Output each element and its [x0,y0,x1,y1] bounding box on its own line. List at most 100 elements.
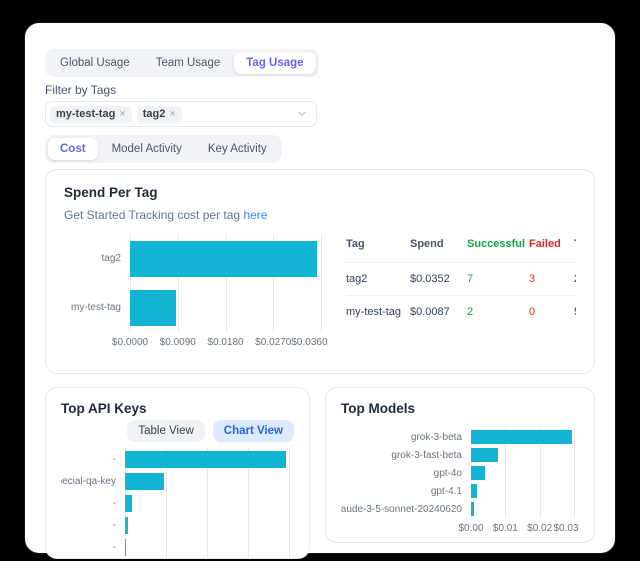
top-models-title: Top Models [341,401,415,416]
plot [130,234,326,332]
subtitle-text: Get Started Tracking cost per tag [64,208,241,222]
remove-tag-icon[interactable]: × [169,107,176,120]
tag-filter-select[interactable]: my-test-tag × tag2 × [45,101,317,127]
category-label: tag2 [101,253,121,264]
y-axis-labels: - pecial-qa-key - - - [61,448,125,558]
table-cell: 7 [467,273,474,285]
column-header-spend: Spend [410,238,444,250]
tag-pill-tag2: tag2 × [136,105,182,123]
category-label: gpt-4.1 [430,485,462,497]
bar-my-test-tag [130,289,177,326]
x-axis: $0.00 $0.01 $0.02 $0.03 [458,518,579,534]
bar-item-2 [125,494,133,512]
table-cell: 0 [529,306,536,318]
x-axis: $0.0000 $0.0090 $0.0180 $0.0270 $0.0360 [112,332,328,348]
x-axis-tick: $0.0270 [255,337,292,348]
x-axis-tick: $0.03 [553,523,579,534]
tab-team-usage[interactable]: Team Usage [155,57,221,69]
chevron-down-icon [298,111,306,117]
here-link[interactable]: here [243,208,268,222]
x-axis-tick: $0.0180 [207,337,244,348]
bar-gpt-4o [471,466,485,480]
plot-area: $0.0000 $0.0090 $0.0180 $0.0270 $0.0360 [112,234,328,348]
bar-row [471,464,579,482]
spend-table-body: tag2 $0.0352 7 3 2,939 my-test-tag $0.0087 2 0 51… [346,262,576,328]
tab-key-activity[interactable]: Key Activity [207,143,267,155]
category-label: - [112,497,116,509]
plot-area: $0.00 $0.01 $0.02 $0.03 [458,428,579,534]
gridline [177,234,179,332]
bar-pecial-qa-key [125,472,165,490]
table-row: my-test-tag $0.0087 2 0 518 [346,295,576,328]
spend-per-tag-chart: tag2 my-test-tag $0.0000 $0.0090 $0.0180 $0.… [64,234,328,348]
category-label: - [112,453,116,465]
bar-item-3 [125,516,129,534]
gridline [207,448,208,558]
x-axis-tick: $0.0000 [111,337,149,348]
gridline [225,234,227,332]
top-api-keys-title: Top API Keys [61,401,147,416]
category-label: - [112,541,116,553]
y-axis-labels: tag2 my-test-tag [64,234,130,348]
spend-card-subtitle: Get Started Tracking cost per tag here [64,208,576,222]
tag-pill-label: tag2 [142,107,166,120]
gridline [321,234,322,332]
x-axis-tick: $0.0360 [291,337,328,348]
bar-item-0 [125,450,286,468]
tab-model-activity[interactable]: Model Activity [111,143,182,155]
bar-row [471,482,579,500]
column-header-tag: Tag [346,238,365,250]
top-api-keys-card: Top API Keys Table View Chart View - pecia… [45,387,310,559]
table-cell: tag2 [346,273,368,285]
table-cell: my-test-tag [346,306,402,318]
category-label: grok-3-beta [410,431,462,443]
bar-grok-3-fast-beta [471,448,499,462]
tab-tag-usage[interactable]: Tag Usage [234,52,316,74]
bar-claude-3-5-sonnet-20240620 [471,502,474,516]
x-axis-tick: $0.0090 [159,337,196,348]
remove-tag-icon[interactable]: × [119,107,126,120]
tag-pill-my-test-tag: my-test-tag × [50,105,132,123]
category-label: gpt-4o [433,467,462,479]
top-models-card: Top Models grok-3-beta grok-3-fast-beta gp… [325,387,595,543]
category-label: claude-3-5-sonnet-20240620 [341,503,462,515]
app-window: Global Usage Team Usage Tag Usage Filter b… [25,23,615,559]
tab-global-usage[interactable]: Global Usage [60,57,130,69]
bar-row [125,514,294,536]
category-label: my-test-tag [70,302,121,313]
bar-row [125,492,294,514]
column-header-tokens: Tokens [574,234,576,262]
bar-row [471,446,579,464]
table-view-button[interactable]: Table View [127,420,205,442]
gridline [505,428,507,518]
category-label: pecial-qa-key [61,475,116,487]
chart-view-button[interactable]: Chart View [212,420,294,442]
tab-cost[interactable]: Cost [48,138,98,160]
table-cell: $0.0087 [410,306,450,318]
plot [471,428,579,518]
spend-card-body: tag2 my-test-tag $0.0000 $0.0090 $0.0180 $0.… [64,234,576,348]
x-axis-tick: $0.00 [458,523,484,534]
bar-row [125,536,294,558]
gridline [248,448,249,558]
table-cell: 518 [574,296,576,328]
gridline [539,428,541,518]
bar-tag2 [130,240,317,277]
table-cell: 2,939 [574,263,576,295]
spend-card-title: Spend Per Tag [64,185,158,200]
view-toggle: Table View Chart View [61,420,294,442]
category-label: - [112,519,116,531]
filter-by-tags-label: Filter by Tags [45,83,117,97]
bar-row [125,470,294,492]
table-row: tag2 $0.0352 7 3 2,939 [346,262,576,295]
table-cell: 2 [467,306,474,318]
gridline [273,234,275,332]
column-header-failed: Failed [529,238,561,250]
gridline [289,448,290,558]
plot-area [125,448,294,558]
gridline [130,234,131,332]
bar-row [471,428,579,446]
usage-tabbar: Global Usage Team Usage Tag Usage [45,49,319,77]
